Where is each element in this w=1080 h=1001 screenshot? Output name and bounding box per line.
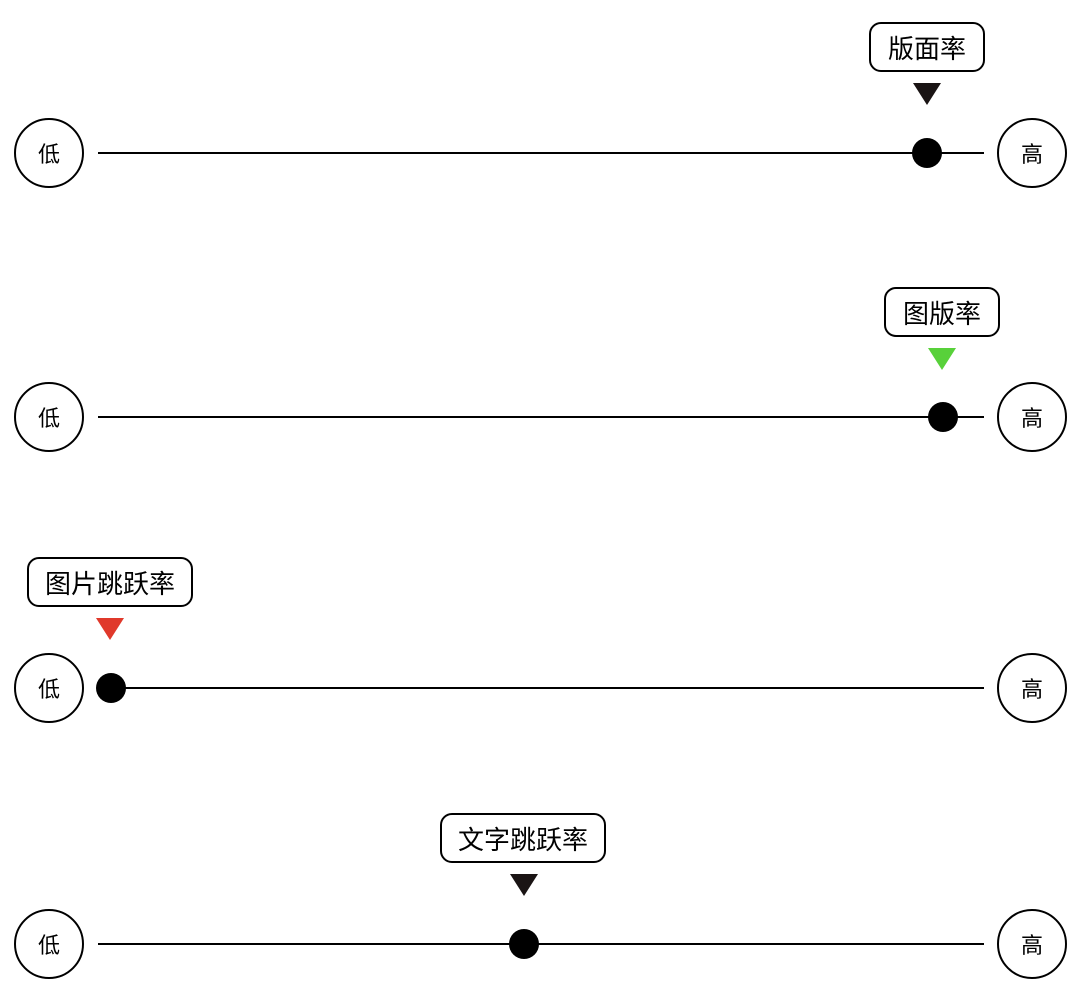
slider-track [98,152,984,154]
slider-handle[interactable] [912,138,942,168]
endpoint-low: 低 [14,382,84,452]
slider-label-text: 版面率 [888,29,966,66]
slider-label-box: 文字跳跃率 [440,813,606,863]
pointer-down-icon [510,874,538,896]
slider-handle[interactable] [509,929,539,959]
slider-label-box: 版面率 [869,22,985,72]
slider-label-text: 文字跳跃率 [458,820,588,857]
endpoint-high-label: 高 [1021,928,1043,960]
endpoint-high: 高 [997,653,1067,723]
slider-track [98,687,984,689]
endpoint-low-label: 低 [38,401,60,433]
endpoint-low: 低 [14,909,84,979]
endpoint-high: 高 [997,118,1067,188]
endpoint-high: 高 [997,909,1067,979]
slider-handle[interactable] [928,402,958,432]
slider-label-text: 图版率 [903,294,981,331]
endpoint-high: 高 [997,382,1067,452]
endpoint-low: 低 [14,653,84,723]
pointer-down-icon [913,83,941,105]
endpoint-low: 低 [14,118,84,188]
slider-label-box: 图版率 [884,287,1000,337]
slider-track [98,943,984,945]
slider-label-text: 图片跳跃率 [45,564,175,601]
endpoint-low-label: 低 [38,137,60,169]
pointer-down-icon [928,348,956,370]
pointer-down-icon [96,618,124,640]
slider-handle[interactable] [96,673,126,703]
slider-track [98,416,984,418]
endpoint-low-label: 低 [38,672,60,704]
endpoint-high-label: 高 [1021,401,1043,433]
slider-label-box: 图片跳跃率 [27,557,193,607]
endpoint-low-label: 低 [38,928,60,960]
endpoint-high-label: 高 [1021,672,1043,704]
endpoint-high-label: 高 [1021,137,1043,169]
